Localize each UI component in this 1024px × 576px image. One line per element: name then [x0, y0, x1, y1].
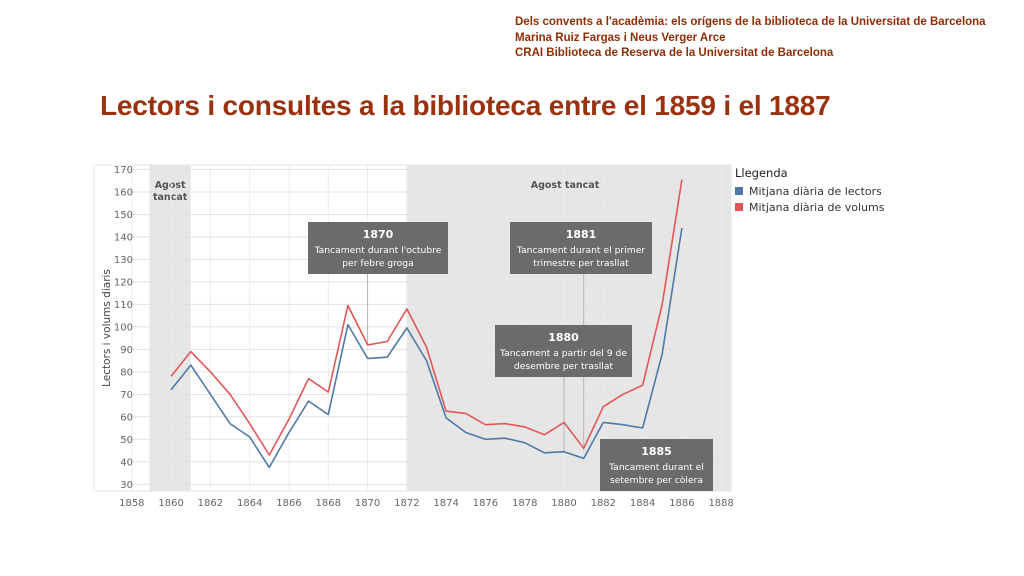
annotation-text: Tancament durant el: [608, 462, 704, 473]
annotation-1870: 1870 Tancament durant l'octubre per febre …: [308, 222, 448, 274]
annotation-text: desembre per trasllat: [514, 361, 614, 372]
x-tick-label: 1886: [669, 498, 694, 509]
x-tick-label: 1868: [316, 498, 341, 509]
annotation-box: [495, 325, 632, 377]
y-tick-label: 50: [120, 435, 133, 446]
legend-item-volums[interactable]: Mitjana diària de volums: [735, 199, 884, 215]
shaded-period-0: [149, 165, 191, 491]
y-tick-label: 70: [120, 390, 133, 401]
header-line-2: Marina Ruiz Fargas i Neus Verger Arce: [515, 31, 726, 44]
legend-title: Llegenda: [735, 166, 788, 180]
y-tick-label: 30: [120, 480, 133, 491]
annotation-text: Tancament a partir del 9 de: [499, 348, 627, 359]
shaded-period-label: Agost: [155, 180, 186, 191]
y-tick-label: 60: [120, 412, 133, 423]
annotation-title: 1881: [566, 228, 597, 241]
y-axis-label: Lectors i volums diaris: [101, 269, 113, 387]
y-tick-label: 110: [114, 300, 133, 311]
annotation-box: [510, 222, 652, 274]
annotation-box: [308, 222, 448, 274]
x-tick-label: 1864: [237, 498, 262, 509]
annotation-text: per febre groga: [342, 258, 414, 269]
annotation-1881: 1881 Tancament durant el primer trimestre …: [510, 222, 652, 274]
annotation-box: [600, 439, 713, 491]
y-tick-label: 120: [114, 277, 133, 288]
y-tick-label: 150: [114, 210, 133, 221]
x-tick-label: 1888: [708, 498, 733, 509]
header-line-1: Dels convents a l'acadèmia: els orígens …: [515, 16, 986, 28]
x-tick-label: 1870: [355, 498, 380, 509]
header-block: Dels convents a l'acadèmia: els orígens …: [515, 15, 1015, 62]
x-tick-label: 1884: [630, 498, 655, 509]
x-tick-label: 1872: [394, 498, 419, 509]
x-tick-label: 1874: [433, 498, 458, 509]
series-line-lectors: [170, 227, 683, 469]
x-tick-label: 1866: [276, 498, 301, 509]
y-tick-label: 130: [114, 255, 133, 266]
annotation-1880: 1880 Tancament a partir del 9 de desembre …: [495, 325, 632, 377]
y-tick-label: 80: [120, 367, 133, 378]
x-tick-label: 1858: [119, 498, 144, 509]
annotation-title: 1880: [548, 331, 579, 344]
y-tick-label: 160: [114, 187, 133, 198]
y-tick-label: 140: [114, 232, 133, 243]
annotation-1885: 1885 Tancament durant el setembre per còle…: [600, 439, 713, 491]
annotation-title: 1870: [363, 228, 394, 241]
legend-swatch-volums: [735, 203, 743, 211]
series-line-volums: [170, 179, 683, 456]
legend-swatch-lectors: [735, 187, 743, 195]
y-tick-label: 170: [114, 165, 133, 176]
annotation-text: trimestre per trasllat: [533, 258, 629, 269]
annotation-text: Tancament durant el primer: [516, 245, 645, 256]
legend-label-lectors: Mitjana diària de lectors: [749, 184, 882, 198]
legend-label-volums: Mitjana diària de volums: [749, 200, 885, 214]
x-tick-label: 1882: [591, 498, 616, 509]
legend-item-lectors[interactable]: Mitjana diària de lectors: [735, 183, 884, 199]
x-tick-label: 1860: [158, 498, 183, 509]
x-tick-label: 1862: [198, 498, 223, 509]
x-tick-label: 1880: [551, 498, 576, 509]
shaded-period-label: Agost tancat: [531, 180, 600, 191]
y-tick-label: 40: [120, 457, 133, 468]
shaded-period-label: tancat: [153, 192, 188, 203]
x-tick-label: 1876: [473, 498, 498, 509]
header-line-3: CRAI Biblioteca de Reserva de la Univers…: [515, 47, 834, 59]
y-tick-label: 90: [120, 345, 133, 356]
annotation-text: setembre per còlera: [610, 475, 703, 486]
page-title: Lectors i consultes a la biblioteca entr…: [100, 90, 831, 121]
y-tick-label: 100: [114, 322, 133, 333]
x-tick-label: 1878: [512, 498, 537, 509]
annotation-title: 1885: [641, 445, 672, 458]
legend: Llegenda Mitjana diària de lectors Mitja…: [735, 166, 884, 215]
annotation-text: Tancament durant l'octubre: [314, 245, 442, 256]
